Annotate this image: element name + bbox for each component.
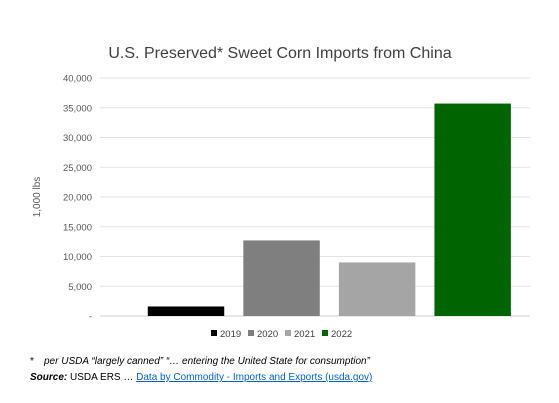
legend-label-2022: 2022	[331, 329, 352, 340]
bar-2019	[147, 306, 225, 316]
y-axis-ticks: - 5,000 10,000 15,000 20,000 25,000 30,000 35,0…	[63, 74, 92, 323]
legend-label-2020: 2020	[257, 329, 278, 340]
y-tick-label: -	[89, 312, 92, 323]
y-tick-label: 30,000	[63, 133, 92, 144]
y-axis-label: 1,000 lbs	[32, 177, 43, 218]
source-line: Source: USDA ERS … Data by Commodity - I…	[30, 372, 372, 383]
legend-swatch-2021	[285, 330, 291, 336]
legend: 2019 2020 2021 2022	[211, 329, 352, 340]
bar-2022	[434, 103, 511, 317]
footnote-text: per USDA “largely canned” “… entering th…	[44, 356, 370, 367]
footnote-mark: *	[30, 356, 34, 367]
y-tick-label: 25,000	[63, 163, 92, 174]
source-label: Source:	[30, 372, 68, 383]
legend-label-2019: 2019	[220, 329, 241, 340]
bars	[147, 103, 511, 317]
y-tick-label: 15,000	[63, 222, 92, 233]
y-tick-label: 35,000	[63, 103, 92, 114]
bar-2020	[243, 240, 320, 316]
gridlines	[100, 77, 530, 317]
source-text: USDA ERS …	[67, 372, 137, 383]
bar-2021	[338, 262, 416, 316]
legend-swatch-2019	[211, 330, 217, 336]
bar-chart: U.S. Preserved* Sweet Corn Imports from …	[32, 45, 530, 340]
legend-swatch-2022	[322, 330, 328, 336]
y-tick-label: 20,000	[63, 193, 92, 204]
source-link[interactable]: Data by Commodity - Imports and Exports …	[136, 372, 373, 383]
footnote: * per USDA “largely canned” “… entering t…	[30, 356, 370, 367]
y-tick-label: 10,000	[63, 252, 92, 263]
y-tick-label: 40,000	[63, 74, 92, 85]
y-tick-label: 5,000	[68, 282, 92, 293]
legend-swatch-2020	[248, 330, 254, 336]
legend-label-2021: 2021	[294, 329, 315, 340]
chart-title: U.S. Preserved* Sweet Corn Imports from …	[108, 45, 451, 62]
